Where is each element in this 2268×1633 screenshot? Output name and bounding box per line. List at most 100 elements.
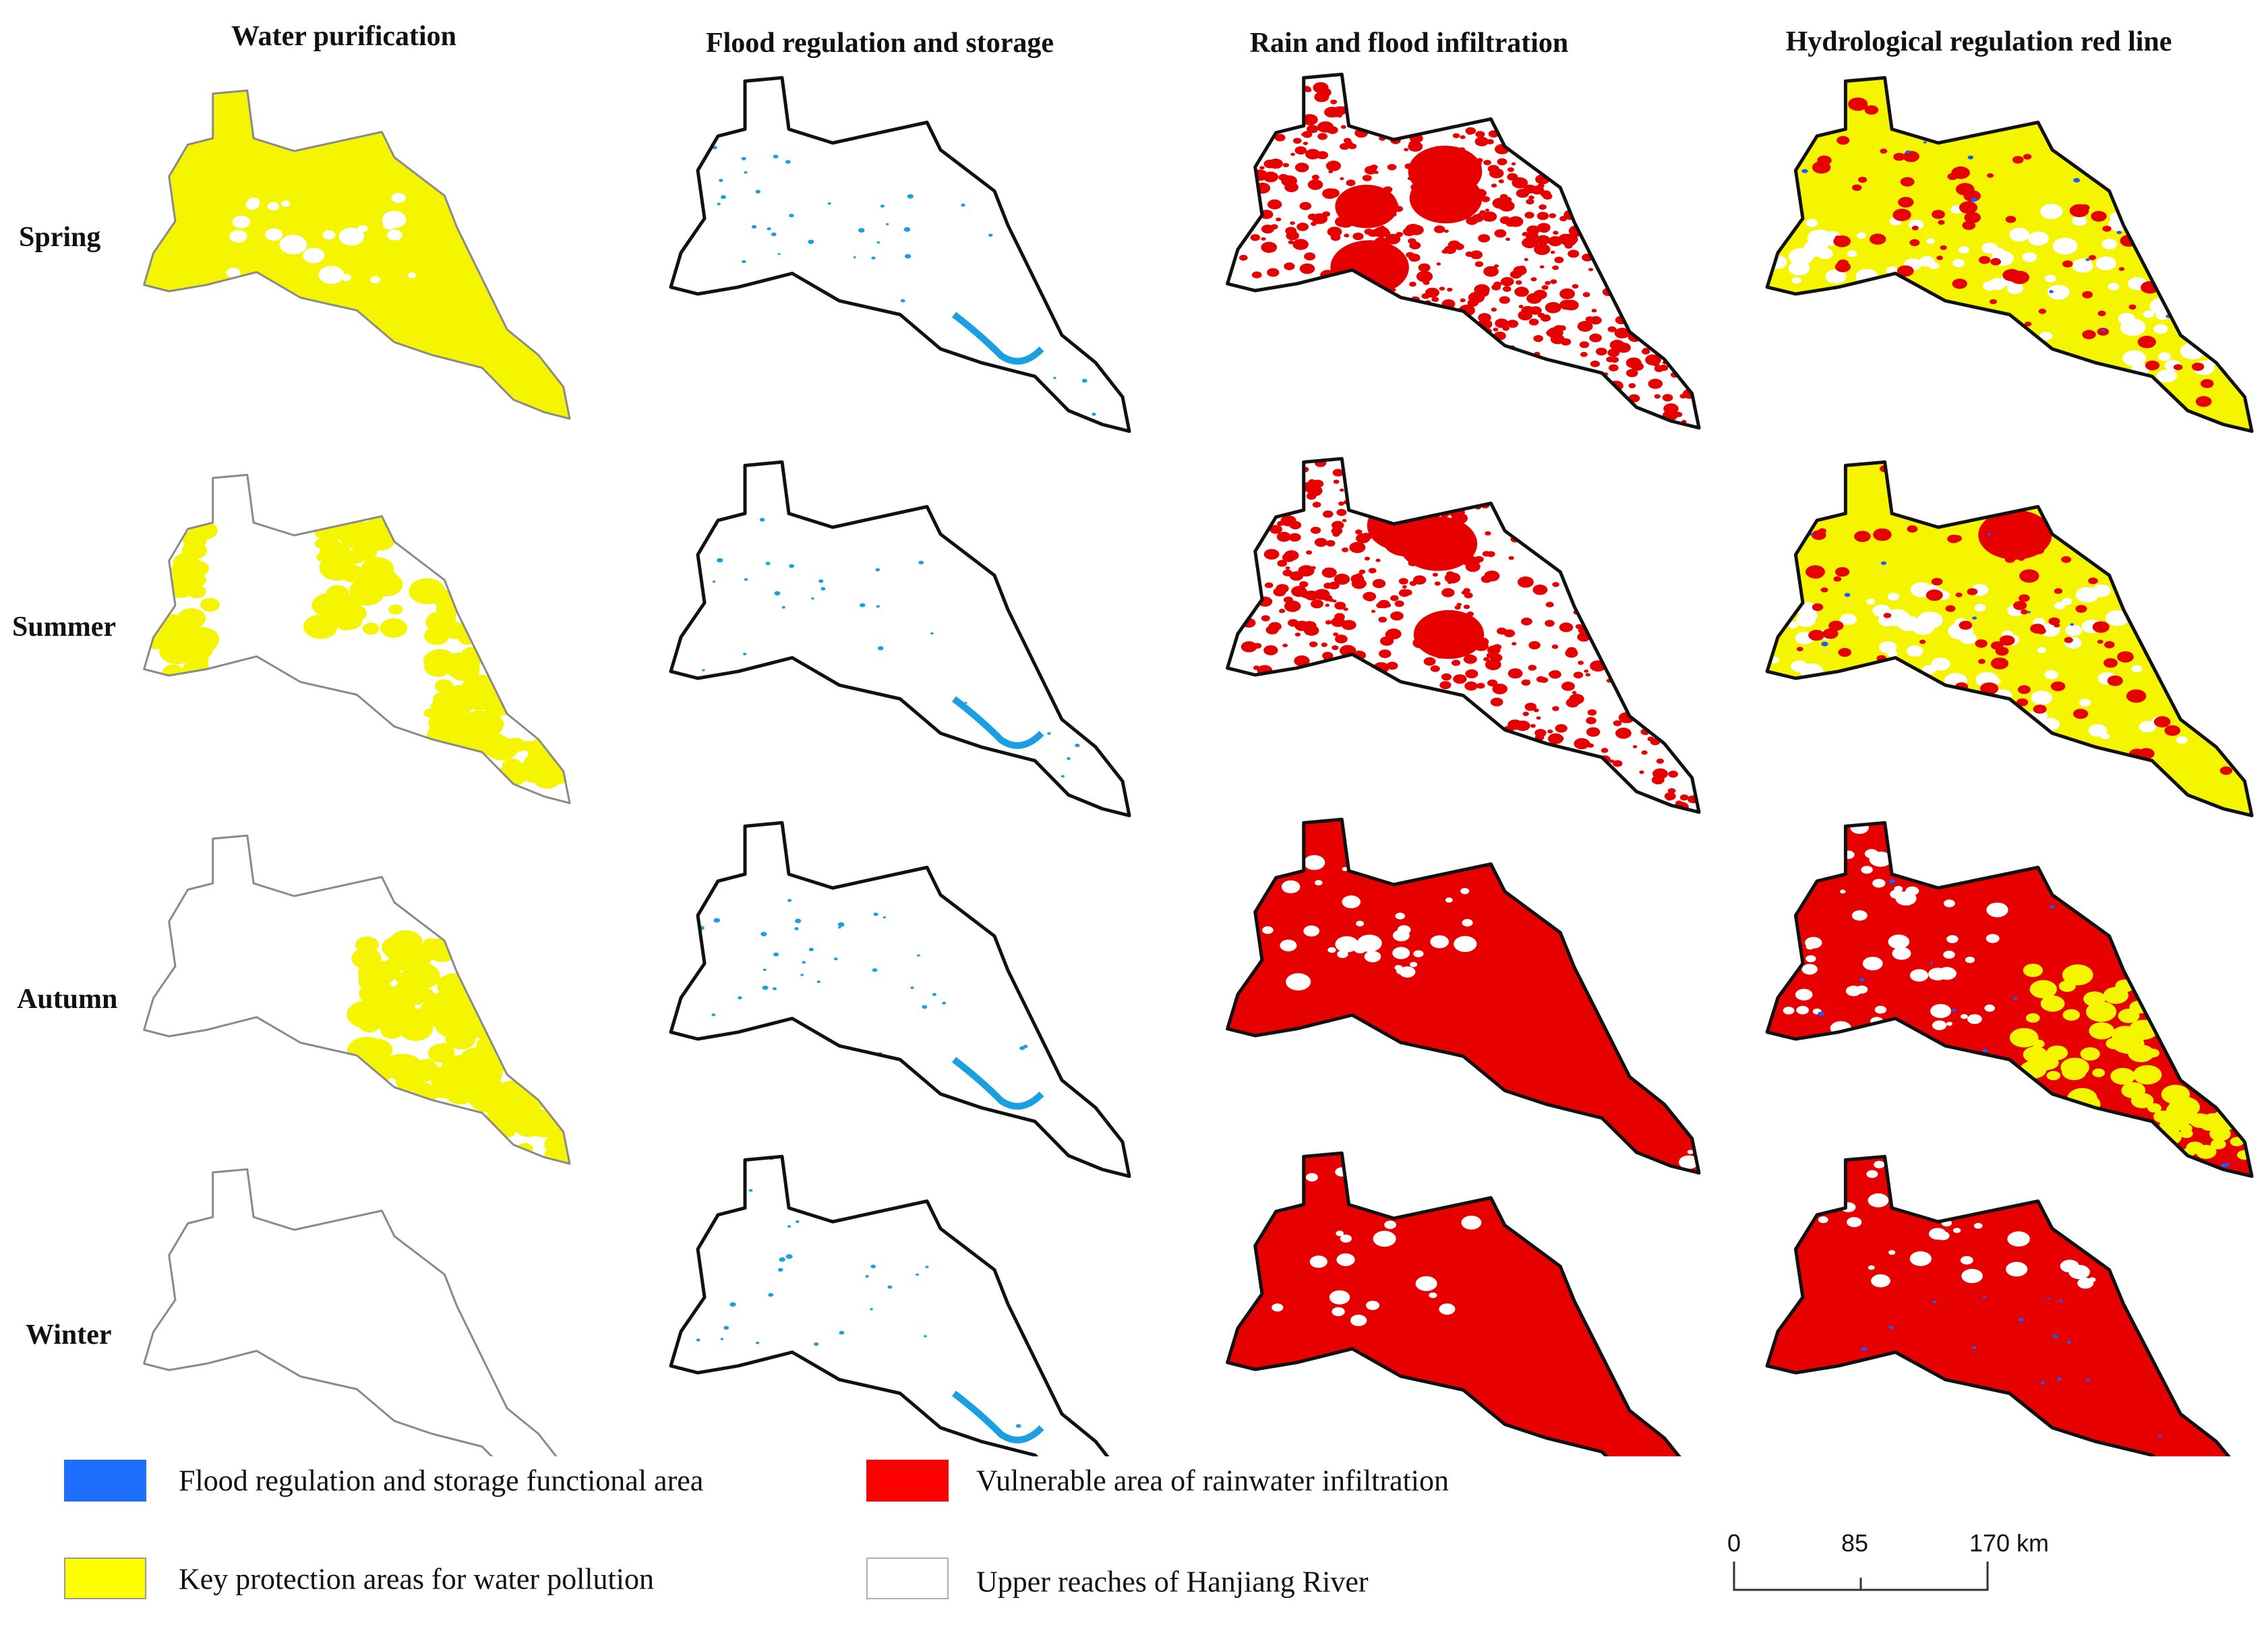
vulnerable-area: [1522, 711, 1529, 717]
vulnerable-area: [1443, 229, 1449, 233]
vulnerable-area: [1955, 592, 1963, 597]
gap: [1857, 232, 1866, 239]
legend-label-vulnerable-area: Vulnerable area of rainwater infiltratio…: [976, 1464, 1450, 1497]
legend-label-upper-reaches: Upper reaches of Hanjiang River: [976, 1565, 1369, 1599]
vulnerable-area: [1263, 645, 1278, 655]
basin-outline: [143, 834, 571, 1165]
vulnerable-area: [1282, 162, 1290, 168]
vulnerable-area: [1962, 220, 1976, 230]
vulnerable-area: [1268, 176, 1276, 181]
pollution-area: [144, 626, 173, 649]
vulnerable-area: [1652, 361, 1660, 367]
gap: [2006, 1261, 2028, 1277]
gap: [2072, 216, 2087, 227]
flood-area: [713, 918, 720, 923]
vulnerable-area: [1528, 196, 1534, 200]
vulnerable-area: [1533, 335, 1543, 343]
pollution-area: [436, 608, 456, 622]
gap: [1897, 616, 1921, 632]
gap: [1805, 247, 1820, 258]
vulnerable-area: [1559, 288, 1576, 299]
vulnerable-area: [1340, 177, 1344, 181]
vulnerable-area: [1303, 142, 1309, 146]
vulnerable-area: [1834, 262, 1851, 272]
gap: [1280, 939, 1297, 952]
vulnerable-area: [1334, 613, 1345, 621]
vulnerable-area: [1475, 131, 1485, 138]
gap: [2155, 310, 2170, 320]
vulnerable-area: [2023, 154, 2032, 160]
flood-area: [2158, 1435, 2162, 1438]
flood-area: [2101, 329, 2106, 332]
pollution-area: [182, 530, 208, 548]
gap: [303, 247, 325, 264]
legend-swatch-flood-area: [64, 1460, 146, 1502]
vulnerable-area: [1514, 287, 1529, 297]
vulnerable-area: [1276, 217, 1282, 222]
flood-area: [1053, 376, 1056, 380]
gap: [1807, 229, 1832, 247]
vulnerable-area: [1299, 202, 1312, 210]
basin-fill: [1227, 74, 1699, 428]
vulnerable-area: [1767, 1156, 2252, 1456]
gap: [265, 228, 283, 241]
pollution-area: [2089, 1022, 2115, 1040]
reservoir: [951, 1057, 1044, 1110]
gap: [2047, 285, 2070, 300]
pollution-area: [444, 622, 468, 639]
gap: [1952, 1228, 1961, 1233]
gap: [1909, 969, 1929, 982]
row-label-autumn: Autumn: [17, 984, 118, 1015]
flood-area: [1971, 197, 1977, 202]
vulnerable-area: [2064, 636, 2073, 643]
flood-area: [883, 916, 887, 919]
pollution-area: [430, 1065, 467, 1092]
vulnerable-area: [1897, 265, 1914, 277]
flood-area: [1982, 1048, 1988, 1052]
basin-outline: [143, 1168, 558, 1456]
pollution-area: [187, 573, 206, 587]
gap: [1791, 660, 1808, 672]
legend-label-flood-area: Flood regulation and storage functional …: [179, 1464, 704, 1497]
vulnerable-area: [2062, 260, 2073, 268]
flood-area: [1951, 1009, 1957, 1012]
vulnerable-area: [2164, 725, 2180, 736]
gap: [1917, 612, 1943, 629]
gap: [1929, 262, 1940, 270]
gap: [1795, 988, 1813, 1001]
gap: [2039, 332, 2053, 340]
vulnerable-area: [1267, 199, 1282, 210]
vulnerable-area: [1662, 394, 1673, 402]
vulnerable-area: [2054, 588, 2063, 594]
vulnerable-area: [1430, 665, 1440, 672]
vulnerable-area: [1595, 347, 1607, 356]
vulnerable-area: [1492, 198, 1509, 209]
map-panel-water-purification-winter: [143, 1168, 570, 1456]
flood-area: [2050, 905, 2055, 909]
vulnerable-area: [2128, 304, 2137, 310]
vulnerable-area: [1303, 621, 1317, 630]
pollution-area: [2132, 1065, 2162, 1085]
pollution-area: [384, 1006, 400, 1018]
gap: [2176, 736, 2188, 744]
vulnerable-area: [1485, 659, 1501, 670]
vulnerable-area: [1307, 179, 1323, 190]
pollution-area: [340, 564, 365, 583]
vulnerable-area: [1559, 622, 1574, 632]
gap: [382, 210, 407, 229]
vulnerable-area: [1305, 550, 1313, 555]
vulnerable-area: [1338, 501, 1344, 506]
flood-area: [839, 1330, 845, 1335]
flood-area: [811, 597, 814, 600]
flood-area: [820, 587, 826, 591]
flood-area: [1821, 641, 1828, 647]
gap: [2006, 283, 2023, 294]
vulnerable-area: [2195, 396, 2212, 407]
gap: [1309, 1255, 1327, 1268]
gap: [1961, 1268, 1983, 1284]
vulnerable-area: [1521, 679, 1531, 686]
gap: [2007, 1231, 2030, 1247]
basin-outline: [1765, 76, 2254, 434]
vulnerable-area: [1325, 160, 1341, 171]
gap: [1806, 955, 1816, 963]
